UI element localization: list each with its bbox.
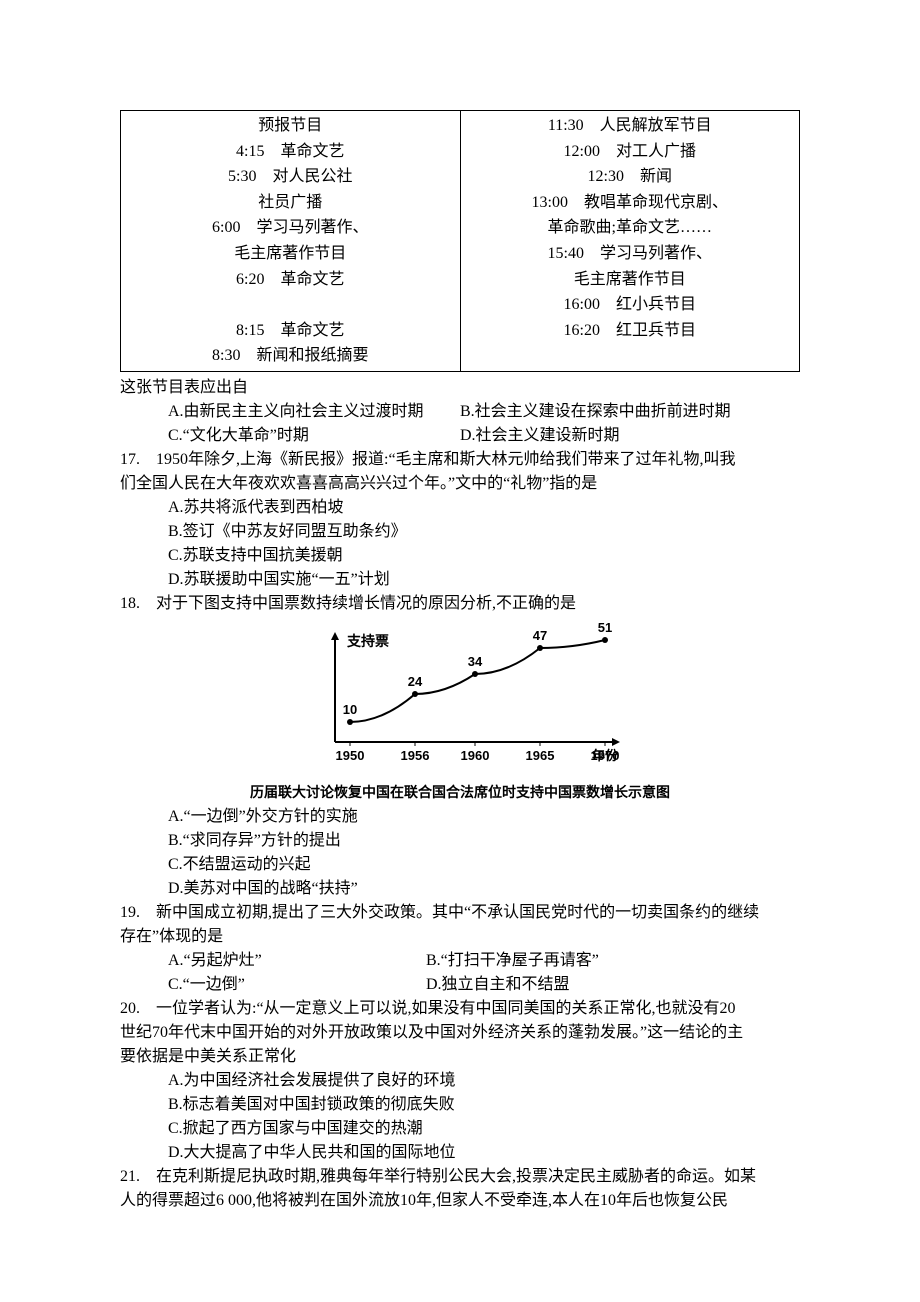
svg-text:年份: 年份 xyxy=(592,748,619,763)
schedule-line: 16:20 红卫兵节目 xyxy=(469,318,792,344)
svg-text:1960: 1960 xyxy=(461,748,490,763)
schedule-line: 12:30 新闻 xyxy=(469,164,792,190)
q20-stem-line3: 要依据是中美关系正常化 xyxy=(120,1045,800,1069)
schedule-line: 8:30 新闻和报纸摘要 xyxy=(129,343,452,369)
schedule-line: 毛主席著作节目 xyxy=(129,241,452,267)
q18-option-a: A.“一边倒”外交方针的实施 xyxy=(120,805,800,829)
schedule-line: 革命歌曲;革命文艺…… xyxy=(469,215,792,241)
schedule-line: 6:00 学习马列著作、 xyxy=(129,215,452,241)
q21-stem-line1: 21. 在克利斯提尼执政时期,雅典每年举行特别公民大会,投票决定民主威胁者的命运… xyxy=(120,1165,800,1189)
schedule-right-cell: 11:30 人民解放军节目12:00 对工人广播12:30 新闻13:00 教唱… xyxy=(460,111,800,372)
q18-option-d: D.美苏对中国的战略“扶持” xyxy=(120,877,800,901)
svg-text:24: 24 xyxy=(408,674,423,689)
q17-option-b: B.签订《中苏友好同盟互助条约》 xyxy=(120,520,800,544)
q17-option-d: D.苏联援助中国实施“一五”计划 xyxy=(120,568,800,592)
schedule-line: 6:20 革命文艺 xyxy=(129,267,452,293)
schedule-line: 预报节目 xyxy=(129,113,452,139)
svg-text:支持票: 支持票 xyxy=(346,633,389,649)
q20-stem-line1: 20. 一位学者认为:“从一定意义上可以说,如果没有中国同美国的关系正常化,也就… xyxy=(120,997,800,1021)
q19-stem-line2: 存在”体现的是 xyxy=(120,925,800,949)
schedule-line: 15:40 学习马列著作、 xyxy=(469,241,792,267)
q20-option-b: B.标志着美国对中国封锁政策的彻底失败 xyxy=(120,1093,800,1117)
schedule-left-cell: 预报节目4:15 革命文艺5:30 对人民公社社员广播6:00 学习马列著作、毛… xyxy=(121,111,461,372)
schedule-line: 社员广播 xyxy=(129,190,452,216)
vote-growth-chart: 支持票101950241956341960471965511970年份 xyxy=(290,622,630,772)
q19-option-b: B.“打扫干净屋子再请客” xyxy=(426,949,599,973)
schedule-line xyxy=(129,292,452,318)
q17-option-c: C.苏联支持中国抗美援朝 xyxy=(120,544,800,568)
svg-text:1956: 1956 xyxy=(401,748,430,763)
q19-option-c: C.“一边倒” xyxy=(120,973,426,997)
schedule-line: 8:15 革命文艺 xyxy=(129,318,452,344)
q20-option-d: D.大大提高了中华人民共和国的国际地位 xyxy=(120,1141,800,1165)
svg-text:51: 51 xyxy=(598,622,612,635)
q17-stem-line2: 们全国人民在大年夜欢欢喜喜高高兴兴过个年。”文中的“礼物”指的是 xyxy=(120,472,800,496)
q16-intro: 这张节目表应出自 xyxy=(120,376,800,400)
schedule-line: 11:30 人民解放军节目 xyxy=(469,113,792,139)
q16-option-d: D.社会主义建设新时期 xyxy=(460,424,800,448)
schedule-line: 16:00 红小兵节目 xyxy=(469,292,792,318)
q16-option-c: C.“文化大革命”时期 xyxy=(120,424,460,448)
q20-option-a: A.为中国经济社会发展提供了良好的环境 xyxy=(120,1069,800,1093)
svg-text:34: 34 xyxy=(468,654,483,669)
q19-option-a: A.“另起炉灶” xyxy=(120,949,426,973)
q16-option-b: B.社会主义建设在探索中曲折前进时期 xyxy=(460,400,800,424)
q20-stem-line2: 世纪70年代末中国开始的对外开放政策以及中国对外经济关系的蓬勃发展。”这一结论的… xyxy=(120,1021,800,1045)
q18-option-b: B.“求同存异”方针的提出 xyxy=(120,829,800,853)
q19-stem-line1: 19. 新中国成立初期,提出了三大外交政策。其中“不承认国民党时代的一切卖国条约… xyxy=(120,901,800,925)
q18-option-c: C.不结盟运动的兴起 xyxy=(120,853,800,877)
q18-stem: 18. 对于下图支持中国票数持续增长情况的原因分析,不正确的是 xyxy=(120,592,800,616)
q21-stem-line2: 人的得票超过6 000,他将被判在国外流放10年,但家人不受牵连,本人在10年后… xyxy=(120,1189,800,1213)
schedule-line: 13:00 教唱革命现代京剧、 xyxy=(469,190,792,216)
program-schedule-table: 预报节目4:15 革命文艺5:30 对人民公社社员广播6:00 学习马列著作、毛… xyxy=(120,110,800,372)
q16-option-a: A.由新民主主义向社会主义过渡时期 xyxy=(120,400,460,424)
schedule-line: 12:00 对工人广播 xyxy=(469,139,792,165)
q19-option-d: D.独立自主和不结盟 xyxy=(426,973,570,997)
q20-option-c: C.掀起了西方国家与中国建交的热潮 xyxy=(120,1117,800,1141)
schedule-line: 毛主席著作节目 xyxy=(469,267,792,293)
q17-option-a: A.苏共将派代表到西柏坡 xyxy=(120,496,800,520)
chart-caption: 历届联大讨论恢复中国在联合国合法席位时支持中国票数增长示意图 xyxy=(120,782,800,803)
schedule-line: 5:30 对人民公社 xyxy=(129,164,452,190)
svg-text:10: 10 xyxy=(343,702,357,717)
svg-text:47: 47 xyxy=(533,628,547,643)
svg-text:1965: 1965 xyxy=(526,748,555,763)
svg-text:1950: 1950 xyxy=(336,748,365,763)
schedule-line: 4:15 革命文艺 xyxy=(129,139,452,165)
q17-stem-line1: 17. 1950年除夕,上海《新民报》报道:“毛主席和斯大林元帅给我们带来了过年… xyxy=(120,448,800,472)
